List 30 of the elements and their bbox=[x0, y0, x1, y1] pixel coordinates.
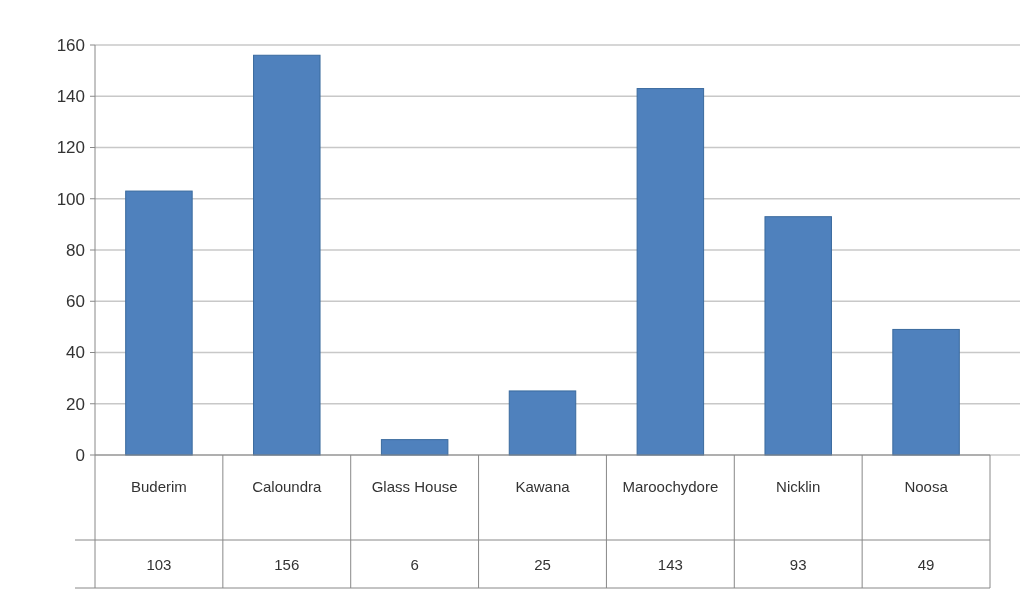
x-tick-label: Caloundra bbox=[252, 478, 323, 495]
y-tick-label: 60 bbox=[66, 292, 85, 312]
y-tick-label: 100 bbox=[56, 189, 85, 209]
data-label: 49 bbox=[917, 556, 935, 573]
bar bbox=[636, 88, 705, 456]
bar bbox=[380, 439, 449, 456]
x-tick-label: Kawana bbox=[515, 478, 571, 495]
data-label: 143 bbox=[657, 556, 683, 573]
data-label: 6 bbox=[410, 556, 419, 573]
x-tick-label: Maroochydore bbox=[622, 478, 719, 495]
y-tick-label: 140 bbox=[56, 87, 85, 107]
data-label: 25 bbox=[534, 556, 551, 573]
x-tick-label: Noosa bbox=[904, 478, 949, 495]
data-label: 93 bbox=[789, 556, 807, 573]
data-label: 156 bbox=[274, 556, 300, 573]
bar bbox=[764, 216, 832, 456]
x-tick-label: Buderim bbox=[131, 478, 187, 495]
y-tick-label: 80 bbox=[66, 240, 85, 260]
y-tick-label: 160 bbox=[56, 35, 85, 55]
bar bbox=[253, 54, 321, 456]
bar bbox=[508, 390, 577, 456]
bar bbox=[892, 328, 960, 456]
y-tick-label: 120 bbox=[56, 138, 85, 158]
x-tick-label: Nicklin bbox=[776, 478, 821, 495]
bar bbox=[125, 190, 193, 456]
data-label: 103 bbox=[146, 556, 172, 573]
y-tick-label: 0 bbox=[75, 445, 85, 465]
y-tick-label: 40 bbox=[66, 343, 85, 363]
x-tick-label: Glass House bbox=[371, 478, 458, 495]
y-tick-label: 20 bbox=[66, 394, 85, 414]
